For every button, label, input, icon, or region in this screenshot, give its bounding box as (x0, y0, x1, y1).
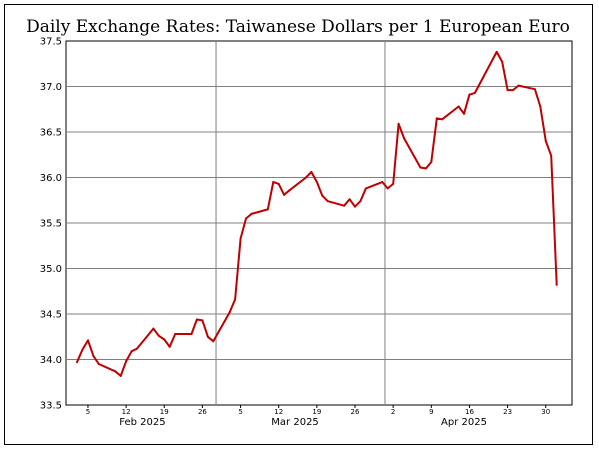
data-point (419, 166, 422, 169)
month-labels: Feb 2025 Mar 2025 Apr 2025 (119, 417, 487, 428)
data-point (97, 363, 100, 365)
data-point (114, 370, 117, 373)
data-point (174, 333, 177, 335)
x-tick-label: 5 (238, 408, 242, 416)
data-point (533, 88, 536, 91)
data-point (512, 89, 514, 92)
data-point (397, 122, 400, 125)
data-point (201, 319, 204, 322)
data-point (272, 181, 275, 183)
y-tick-label: 34.5 (40, 310, 62, 321)
month-label: Feb 2025 (119, 417, 165, 428)
data-point (364, 187, 367, 190)
month-label: Mar 2025 (271, 417, 319, 428)
data-point (305, 176, 307, 179)
data-point (277, 182, 280, 185)
y-tick-label: 35.5 (40, 219, 62, 230)
data-point (321, 194, 324, 197)
data-point (119, 374, 122, 377)
data-point (125, 360, 128, 363)
x-tick-label: 23 (503, 408, 512, 416)
series-line (76, 50, 558, 377)
data-point (435, 117, 438, 120)
y-tick-label: 37.0 (40, 82, 62, 93)
data-point (250, 212, 253, 215)
data-point (234, 298, 237, 301)
data-point (157, 334, 160, 337)
data-point (81, 348, 84, 351)
x-tick-label: 5 (86, 408, 90, 416)
data-point (348, 198, 351, 201)
data-point (76, 361, 78, 364)
data-point (190, 333, 193, 335)
data-point (392, 182, 395, 185)
data-point (130, 350, 133, 353)
x-axis: 5 12 19 26 5 12 19 26 2 9 16 23 30 (86, 405, 550, 416)
y-tick-label: 36.5 (40, 128, 62, 139)
data-point (539, 105, 542, 108)
data-point (245, 217, 247, 220)
data-point (506, 89, 509, 92)
data-point (381, 181, 384, 183)
data-point (354, 205, 356, 208)
y-tick-label: 33.5 (40, 401, 62, 412)
y-tick-label: 35.0 (40, 264, 62, 275)
x-tick-label: 12 (122, 408, 131, 416)
data-point (239, 237, 242, 240)
x-tick-label: 26 (351, 408, 360, 416)
data-point (430, 161, 433, 163)
data-point (463, 112, 465, 115)
data-point (517, 84, 520, 87)
data-point (555, 283, 558, 286)
x-tick-label: 26 (198, 408, 207, 416)
y-tick-label: 36.0 (40, 173, 62, 184)
data-point (152, 327, 155, 330)
data-point (544, 140, 547, 143)
data-point (195, 318, 198, 321)
data-point (92, 354, 95, 357)
data-point (403, 137, 406, 140)
x-tick-label: 19 (312, 408, 321, 416)
data-point (473, 91, 476, 94)
data-point (136, 347, 138, 350)
data-point (87, 339, 89, 342)
data-point (501, 60, 504, 63)
x-tick-label: 19 (160, 408, 169, 416)
data-point (326, 200, 329, 203)
chart-title: Daily Exchange Rates: Taiwanese Dollars … (26, 17, 570, 37)
x-tick-label: 16 (465, 408, 474, 416)
data-point (315, 181, 318, 183)
gridlines (66, 86, 572, 360)
data-points (76, 50, 558, 377)
x-tick-label: 30 (541, 408, 550, 416)
data-point (550, 154, 553, 157)
data-point (266, 208, 269, 211)
month-dividers (215, 41, 386, 405)
data-point (386, 187, 389, 190)
data-point (343, 204, 346, 207)
data-point (288, 189, 291, 192)
data-point (441, 118, 444, 121)
x-tick-label: 12 (274, 408, 283, 416)
y-tick-label: 37.5 (40, 37, 62, 48)
x-tick-label: 2 (391, 408, 395, 416)
data-point (212, 340, 215, 343)
data-point (228, 311, 231, 314)
data-point (457, 105, 460, 108)
data-point (168, 345, 171, 348)
data-point (206, 335, 209, 338)
data-point (359, 200, 362, 203)
month-label: Apr 2025 (441, 417, 487, 428)
x-tick-label: 9 (429, 408, 433, 416)
y-axis: 33.5 34.0 34.5 35.0 35.5 36.0 36.5 37.0 37.5 (40, 37, 62, 412)
data-point (163, 338, 166, 341)
data-point (424, 167, 427, 170)
y-tick-label: 34.0 (40, 355, 62, 366)
data-point (495, 50, 498, 53)
data-point (283, 193, 286, 196)
data-point (468, 93, 471, 96)
data-point (310, 171, 313, 173)
